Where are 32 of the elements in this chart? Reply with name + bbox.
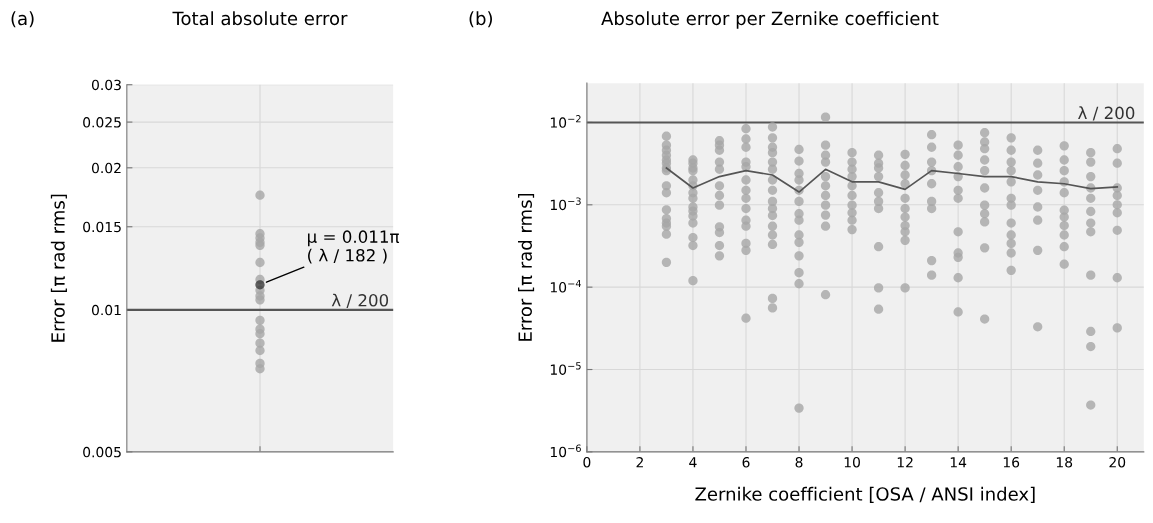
- x-tick-label: 0: [583, 456, 591, 468]
- chart-title: Absolute error per Zernike coefficient: [601, 11, 939, 29]
- y-tick-label: 10$^{−2}$: [550, 115, 581, 128]
- x-tick-label: 20: [1109, 456, 1126, 468]
- x-tick-label: 4: [689, 457, 697, 468]
- y-tick-label: 10$^{−6}$: [550, 444, 581, 458]
- y-tick-label: 0.005: [83, 446, 121, 458]
- annotation: μ = 0.011π ( λ / 182 ): [308, 230, 400, 264]
- x-axis-title: Zernike coefficient [OSA / ANSI index]: [695, 486, 1035, 503]
- y-tick-label: 0.02: [91, 162, 121, 174]
- y-tick-label: 10$^{−3}$: [550, 197, 581, 211]
- x-tick-label: 10: [844, 456, 860, 468]
- ref-line-label: λ / 200: [331, 293, 389, 308]
- y-tick-label: 0.015: [83, 221, 121, 233]
- y-tick-label: 10$^{−4}$: [550, 279, 581, 293]
- chart-title: Total absolute error: [172, 11, 348, 26]
- x-tick-label: 16: [1003, 456, 1020, 468]
- x-tick-label: 12: [897, 456, 913, 468]
- y-tick-label: 0.01: [91, 304, 121, 316]
- y-tick-label: 0.025: [83, 117, 121, 128]
- y-tick-label: 0.03: [91, 79, 121, 91]
- text: (a): [11, 11, 34, 28]
- x-tick-label: 2: [636, 456, 643, 468]
- y-axis-title: Error [π rad rms]: [50, 194, 67, 342]
- x-tick-label: 6: [742, 456, 750, 468]
- y-tick-label: 10$^{−5}$: [550, 362, 581, 375]
- x-tick-label: 18: [1056, 456, 1073, 468]
- ref-line-label: λ / 200: [1078, 106, 1135, 121]
- x-tick-label: 14: [950, 457, 967, 468]
- y-axis-title: Error [π rad rms]: [518, 193, 535, 341]
- text: (b): [469, 11, 492, 28]
- x-tick-label: 8: [795, 456, 803, 468]
